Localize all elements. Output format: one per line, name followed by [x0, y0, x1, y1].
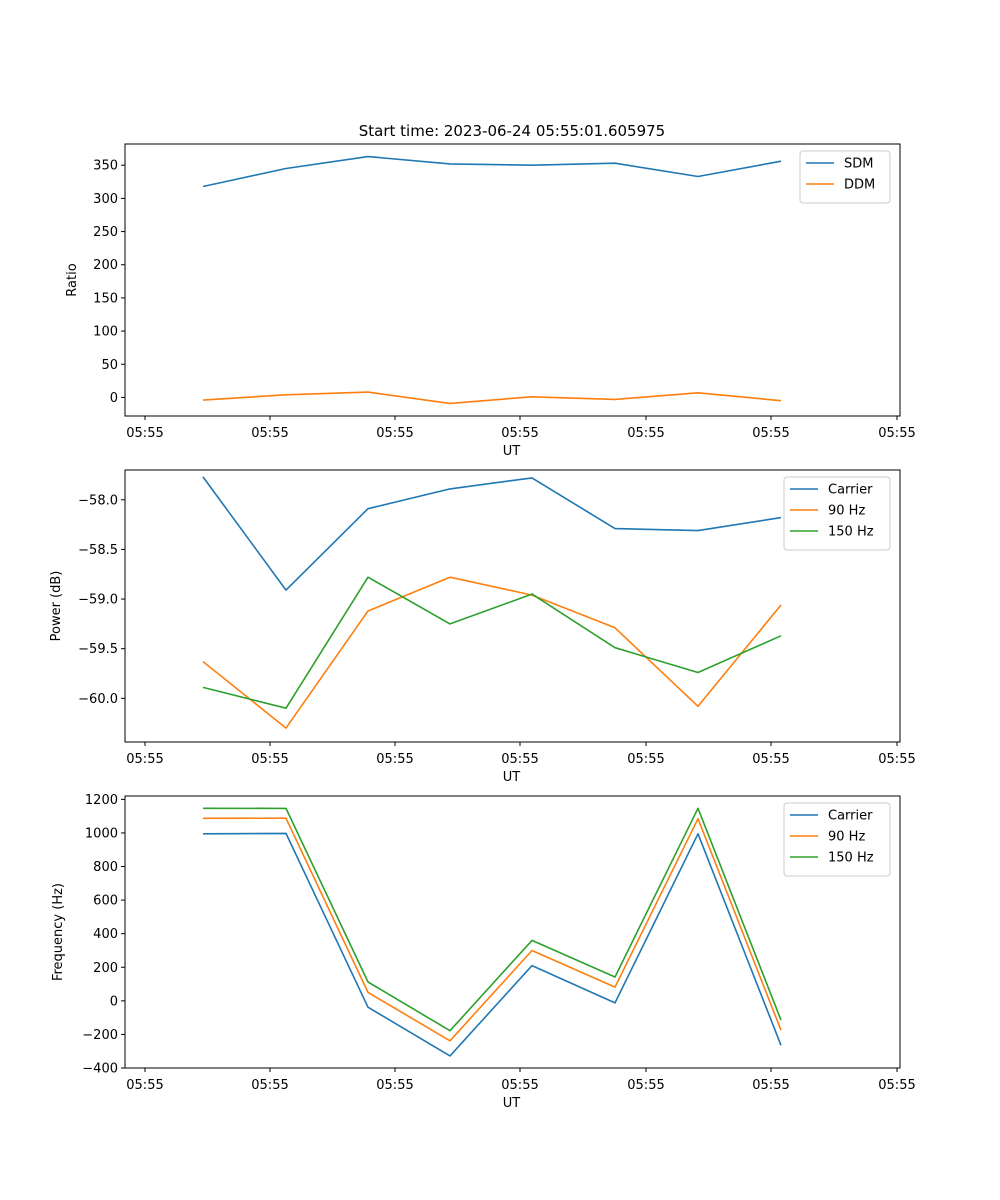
x-tick-label: 05:55 [126, 752, 163, 767]
x-tick-label: 05:55 [501, 1078, 538, 1093]
legend-label: 150 Hz [828, 851, 874, 866]
x-tick-label: 05:55 [251, 752, 288, 767]
y-tick-label: −58.0 [78, 493, 118, 508]
series-line-2 [202, 576, 782, 729]
y-tick-label: 0 [110, 391, 118, 406]
y-tick-label: 150 [93, 291, 118, 306]
series-line-1 [202, 832, 782, 1057]
x-tick-label: 05:55 [501, 426, 538, 441]
x-tick-label: 05:55 [627, 426, 664, 441]
series-line-3 [202, 576, 782, 710]
x-tick-label: 05:55 [501, 752, 538, 767]
legend-label: 90 Hz [828, 504, 865, 519]
x-tick-label: 05:55 [752, 426, 789, 441]
x-tick-label: 05:55 [376, 752, 413, 767]
x-tick-label: 05:55 [126, 426, 163, 441]
legend-label: Carrier [828, 809, 873, 824]
x-axis-label: UT [503, 1096, 521, 1111]
y-tick-label: −200 [82, 1028, 118, 1043]
y-tick-label: 0 [110, 994, 118, 1009]
x-tick-label: 05:55 [126, 1078, 163, 1093]
y-tick-label: 100 [93, 325, 118, 340]
y-tick-label: 800 [93, 860, 118, 875]
y-tick-label: −59.5 [78, 642, 118, 657]
chart-panel-1: 0 50 100 150 200 250 300 350 05:55 05:55 05:55 05:5… [65, 143, 916, 459]
x-tick-label: 05:55 [627, 1078, 664, 1093]
y-tick-label: 600 [93, 894, 118, 909]
y-tick-label: −400 [82, 1062, 118, 1077]
legend-label: 90 Hz [828, 830, 865, 845]
x-axis-label: UT [503, 770, 521, 785]
series-line-1 [202, 476, 782, 591]
legend-label: SDM [844, 157, 873, 172]
y-tick-label: −59.0 [78, 593, 118, 608]
y-tick-label: 350 [93, 159, 118, 174]
y-tick-label: 400 [93, 927, 118, 942]
chart-panel-2: −60.0 −59.5 −59.0 −58.5 −58.0 05:55 05:55 05:55… [49, 469, 916, 785]
y-tick-label: 1200 [85, 793, 118, 808]
x-tick-label: 05:55 [376, 426, 413, 441]
y-axis-label: Frequency (Hz) [51, 883, 66, 981]
y-axis-label: Power (dB) [49, 571, 64, 642]
y-tick-label: 50 [101, 358, 118, 373]
x-tick-label: 05:55 [878, 752, 915, 767]
chart-panels: 0 50 100 150 200 250 300 350 05:55 05:55 05:55 05:5… [49, 143, 916, 1111]
series-line-3 [202, 807, 782, 1032]
series-line-2 [202, 817, 782, 1042]
series-line-2 [202, 391, 782, 405]
x-tick-label: 05:55 [376, 1078, 413, 1093]
x-tick-label: 05:55 [251, 426, 288, 441]
y-tick-label: 250 [93, 225, 118, 240]
legend-label: DDM [844, 178, 875, 193]
x-axis-label: UT [503, 444, 521, 459]
y-tick-label: −58.5 [78, 543, 118, 558]
x-tick-label: 05:55 [627, 752, 664, 767]
axes-frame [124, 469, 901, 743]
y-tick-label: 200 [93, 961, 118, 976]
legend-label: 150 Hz [828, 525, 874, 540]
figure-title: Start time: 2023-06-24 05:55:01.605975 [359, 122, 665, 140]
x-tick-label: 05:55 [878, 1078, 915, 1093]
chart-panel-3: −400 −200 0 200 400 600 800 1000 1200 05:55 05:55 0… [51, 793, 916, 1111]
legend-label: Carrier [828, 483, 873, 498]
y-axis-label: Ratio [65, 263, 80, 296]
legend-box [799, 150, 891, 204]
y-tick-label: 1000 [85, 826, 118, 841]
axes-frame [124, 795, 901, 1069]
x-tick-label: 05:55 [752, 752, 789, 767]
series-line-1 [202, 155, 782, 188]
x-tick-label: 05:55 [251, 1078, 288, 1093]
y-tick-label: 200 [93, 258, 118, 273]
y-tick-label: −60.0 [78, 692, 118, 707]
x-tick-label: 05:55 [752, 1078, 789, 1093]
axes-frame [124, 143, 901, 417]
x-tick-label: 05:55 [878, 426, 915, 441]
y-tick-label: 300 [93, 192, 118, 207]
